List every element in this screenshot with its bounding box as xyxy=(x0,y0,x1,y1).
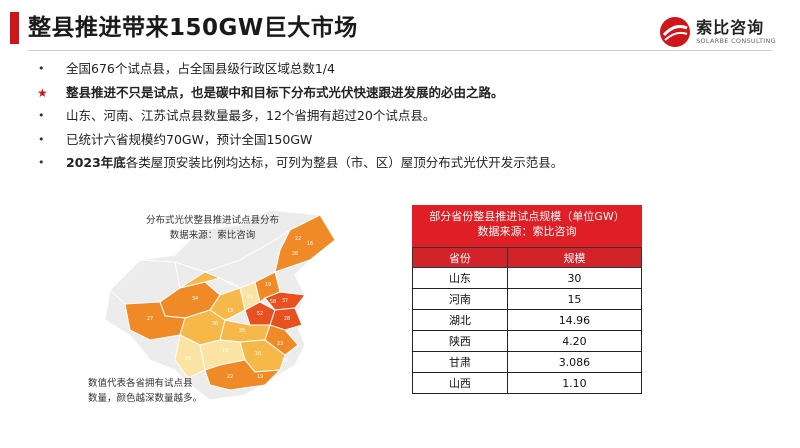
province-label: 30 xyxy=(212,321,218,327)
province-label: 22 xyxy=(295,236,301,242)
province-jiangsu xyxy=(269,307,303,331)
bullet-item-highlight: ★ 整县推进不只是试点，也是碳中和目标下分布式光伏快速跟进发展的必由之路。 xyxy=(36,83,736,107)
map-caption-title: 分布式光伏整县推进试点县分布 xyxy=(146,215,280,226)
province-neimenggu xyxy=(174,228,292,289)
table-header-row: 省份 规模 xyxy=(412,247,643,268)
table-title: 部分省份整县推进试点规模（单位GW） 数据来源：索比咨询 xyxy=(412,205,642,247)
logo-english: SOLARBE CONSULTING xyxy=(696,36,776,45)
province-label: 27 xyxy=(147,316,153,322)
bullet-text: 全国676个试点县，占全国县级行政区域总数1/4 xyxy=(66,61,335,76)
province-label: 26 xyxy=(292,251,298,257)
table-row: 陕西 4.20 xyxy=(412,330,643,352)
province-label: 16 xyxy=(227,281,233,287)
province-label: 52 xyxy=(257,311,263,317)
province-label: 37 xyxy=(282,298,288,304)
page-title: 整县推进带来150GW巨大市场 xyxy=(28,15,358,41)
china-map: 22 26 16 16 19 37 34 52 21 28 58 35 13 3… xyxy=(104,209,336,401)
cell-province: 甘肃 xyxy=(412,351,508,373)
table-row: 湖北 14.96 xyxy=(412,309,643,331)
table-row: 山东 30 xyxy=(412,267,643,289)
bullet-text: 山东、河南、江苏试点县数量最多，12个省拥有超过20个试点县。 xyxy=(66,108,436,123)
map-caption: 分布式光伏整县推进试点县分布 数据来源：索比咨询 xyxy=(146,213,279,243)
table-row: 甘肃 3.086 xyxy=(412,351,643,373)
bullet-text: 各类屋顶安装比例均达标，可列为整县（市、区）屋顶分布式光伏开发示范县。 xyxy=(125,155,564,170)
province-label: 25 xyxy=(282,358,288,364)
cell-province: 河南 xyxy=(412,288,508,310)
title-accent-bar xyxy=(10,12,19,44)
bullet-dot-icon: • xyxy=(38,109,45,122)
table-title-line: 部分省份整县推进试点规模（单位GW） xyxy=(429,210,625,223)
province-label: 19 xyxy=(257,374,263,380)
province-label: 21 xyxy=(247,294,253,300)
data-table: 省份 规模 山东 30 河南 15 湖北 14.96 陕西 4.20 甘肃 3.086 山… xyxy=(412,247,643,394)
province-label: 16 xyxy=(255,351,261,357)
province-label: 58 xyxy=(270,299,276,305)
scale-table: 部分省份整县推进试点规模（单位GW） 数据来源：索比咨询 省份 规模 山东 30 … xyxy=(412,205,643,394)
province-guangxi-guangdong xyxy=(204,359,282,391)
company-logo: 索比咨询 SOLARBE CONSULTING xyxy=(658,15,776,49)
cell-scale: 15 xyxy=(506,288,643,310)
cell-province: 山东 xyxy=(412,267,508,289)
logo-name: 索比咨询 xyxy=(696,17,765,37)
cell-scale: 3.086 xyxy=(506,351,643,373)
bullet-dot-icon: • xyxy=(38,156,45,169)
province-label: 35 xyxy=(239,328,245,334)
bullet-dot-icon: • xyxy=(38,132,45,146)
province-shandong xyxy=(264,291,306,311)
province-label: 34 xyxy=(192,296,198,302)
province-label: 26 xyxy=(185,356,191,362)
bullet-item: • 2023年底各类屋顶安装比例均达标，可列为整县（市、区）屋顶分布式光伏开发示… xyxy=(36,153,736,177)
cell-scale: 14.96 xyxy=(506,309,643,331)
province-label: 28 xyxy=(284,316,290,322)
title-divider xyxy=(28,50,772,51)
cell-scale: 4.20 xyxy=(506,330,643,352)
bullet-text: 整县推进不只是试点，也是碳中和目标下分布式光伏快速跟进发展的必由之路。 xyxy=(66,84,504,100)
map-caption-source: 数据来源：索比咨询 xyxy=(169,230,256,241)
bullet-item: • 已统计六省规模约70GW，预计全国150GW xyxy=(36,130,736,154)
star-icon: ★ xyxy=(37,85,48,100)
province-yunnan xyxy=(174,334,206,379)
bullet-item: • 山东、河南、江苏试点县数量最多，12个省拥有超过20个试点县。 xyxy=(36,106,736,130)
province-label: 13 xyxy=(227,308,233,314)
province-label: 16 xyxy=(307,241,313,247)
cell-province: 陕西 xyxy=(412,330,508,352)
header-province: 省份 xyxy=(412,247,508,268)
table-row: 河南 15 xyxy=(412,288,643,310)
province-anhui-zhejiang xyxy=(264,324,299,356)
province-label: 22 xyxy=(227,374,233,380)
map-note-line: 数值代表各省拥有试点县 xyxy=(88,378,193,389)
bullet-text: 已统计六省规模约70GW，预计全国150GW xyxy=(66,131,313,147)
bullet-item: • 全国676个试点县，占全国县级行政区域总数1/4 xyxy=(36,59,736,83)
bullet-bold-prefix: 2023年底 xyxy=(66,155,126,170)
table-row: 山西 1.10 xyxy=(412,372,643,394)
cell-province: 湖北 xyxy=(412,309,508,331)
logo-icon xyxy=(660,17,691,47)
cell-scale: 1.10 xyxy=(506,372,643,394)
table-source-line: 数据来源：索比咨询 xyxy=(477,225,577,238)
bullet-dot-icon: • xyxy=(38,62,45,75)
cell-province: 山西 xyxy=(412,372,508,394)
province-label: 19 xyxy=(265,282,271,288)
map-note: 数值代表各省拥有试点县 数量，颜色越深数量越多。 xyxy=(88,376,202,406)
province-label: 15 xyxy=(222,348,228,354)
cell-scale: 30 xyxy=(506,267,643,289)
bullet-list: • 全国676个试点县，占全国县级行政区域总数1/4 ★ 整县推进不只是试点，也… xyxy=(36,59,736,177)
header-scale: 规模 xyxy=(506,247,643,268)
province-label: 23 xyxy=(277,341,283,347)
map-note-line: 数量，颜色越深数量越多。 xyxy=(88,393,203,404)
